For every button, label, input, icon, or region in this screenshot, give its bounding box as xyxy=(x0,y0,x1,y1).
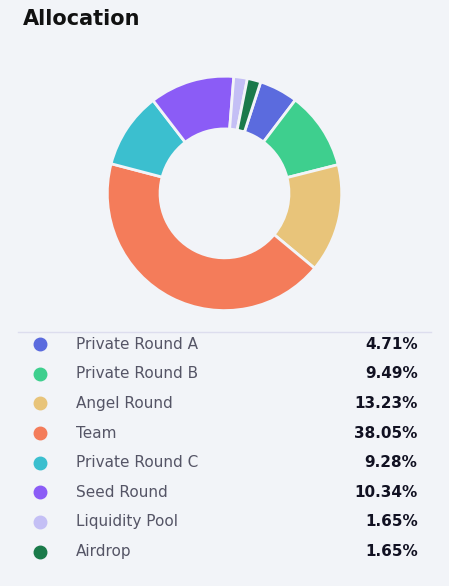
Text: Private Round C: Private Round C xyxy=(76,455,198,470)
Text: Allocation: Allocation xyxy=(22,9,140,29)
Wedge shape xyxy=(111,100,185,177)
Text: Angel Round: Angel Round xyxy=(76,396,173,411)
Wedge shape xyxy=(244,82,295,142)
Text: Private Round B: Private Round B xyxy=(76,366,198,381)
Text: 38.05%: 38.05% xyxy=(354,425,418,441)
Text: Airdrop: Airdrop xyxy=(76,544,132,559)
Wedge shape xyxy=(229,77,247,130)
Text: 1.65%: 1.65% xyxy=(365,515,418,530)
Text: Seed Round: Seed Round xyxy=(76,485,168,500)
Text: 9.49%: 9.49% xyxy=(365,366,418,381)
Text: Team: Team xyxy=(76,425,117,441)
Text: 9.28%: 9.28% xyxy=(365,455,418,470)
Wedge shape xyxy=(274,165,342,268)
Wedge shape xyxy=(237,79,261,132)
Text: 4.71%: 4.71% xyxy=(365,336,418,352)
Wedge shape xyxy=(153,76,234,142)
Wedge shape xyxy=(264,100,338,178)
Text: 10.34%: 10.34% xyxy=(354,485,418,500)
Text: Private Round A: Private Round A xyxy=(76,336,198,352)
Text: 1.65%: 1.65% xyxy=(365,544,418,559)
Text: 13.23%: 13.23% xyxy=(354,396,418,411)
Text: Liquidity Pool: Liquidity Pool xyxy=(76,515,178,530)
Wedge shape xyxy=(107,163,315,311)
